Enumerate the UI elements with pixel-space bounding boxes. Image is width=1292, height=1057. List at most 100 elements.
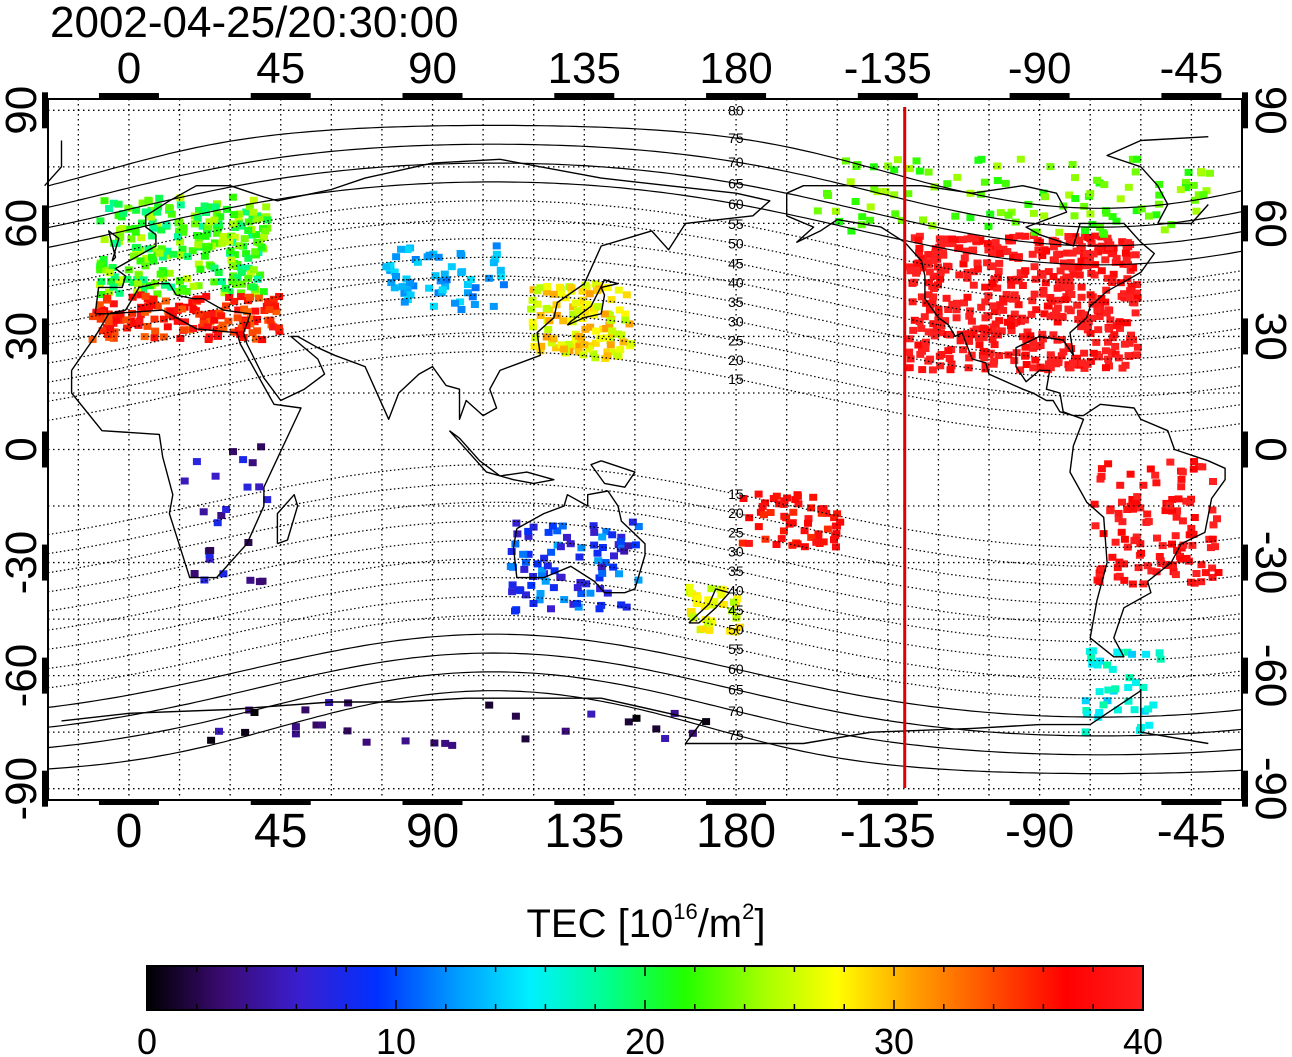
contour-line: [47, 350, 1243, 435]
tec-cell: [789, 508, 798, 516]
tec-cell: [558, 522, 567, 530]
contour-label: 60: [728, 661, 744, 677]
tec-cell: [1132, 289, 1141, 297]
tec-cell: [1125, 339, 1134, 347]
tec-cell: [1090, 300, 1099, 308]
tec-cell: [253, 216, 262, 224]
contour-line: [47, 332, 1243, 417]
tec-cell: [921, 338, 930, 346]
tec-cell: [118, 225, 127, 233]
contour-label: 30: [728, 544, 744, 560]
tec-cell: [800, 543, 809, 551]
tec-cell: [179, 228, 188, 236]
colorbar: 0 10 20 30 40: [137, 965, 1163, 1057]
tec-cell: [401, 737, 410, 745]
tec-cell: [250, 709, 259, 716]
tec-cell: [1104, 460, 1113, 468]
tec-cell: [582, 580, 591, 588]
tec-cell: [434, 253, 443, 261]
tec-cell: [578, 287, 587, 295]
tec-cell: [228, 220, 237, 228]
tec-cell: [115, 289, 124, 297]
tec-cell: [248, 329, 257, 337]
left-lat-label: 0: [0, 437, 46, 461]
tec-cell: [602, 528, 611, 536]
tec-cell: [253, 275, 262, 283]
tec-cell: [1108, 213, 1117, 221]
tec-cell: [925, 268, 934, 276]
tec-cell: [175, 227, 184, 235]
tec-cell: [528, 318, 537, 326]
tec-measurements: [88, 155, 1223, 749]
tec-cell: [229, 272, 238, 280]
tec-cell: [506, 563, 515, 570]
contour-label: 20: [728, 352, 744, 368]
tec-cell: [214, 269, 223, 276]
tec-cell: [610, 552, 618, 560]
tec-cell: [198, 323, 207, 331]
tec-cell: [772, 541, 781, 548]
tec-cell: [617, 331, 626, 339]
tec-cell: [984, 222, 993, 230]
tec-cell: [571, 299, 580, 307]
tec-cell: [425, 284, 434, 292]
tec-cell: [134, 280, 142, 288]
tec-cell: [178, 305, 187, 313]
tec-cell: [1088, 220, 1097, 228]
tec-cell: [835, 217, 843, 225]
tec-cell: [210, 264, 219, 272]
tec-cell: [1146, 465, 1155, 473]
tec-cell: [1201, 569, 1210, 577]
tec-cell: [218, 321, 227, 329]
tec-cell: [228, 193, 237, 201]
tec-cell: [1130, 706, 1139, 714]
tec-cell: [1004, 211, 1013, 219]
tec-cell: [616, 346, 625, 353]
tec-cell: [1177, 475, 1186, 483]
tec-cell: [943, 262, 951, 270]
tec-cell: [698, 625, 707, 633]
tec-cell: [274, 324, 283, 332]
tec-cell: [1214, 569, 1223, 576]
tec-cell: [1084, 318, 1093, 326]
tec-cell: [1105, 243, 1114, 251]
tec-cell: [944, 347, 953, 355]
tec-cell: [400, 298, 409, 306]
frame-tick: [1161, 93, 1222, 99]
tec-cell: [468, 293, 477, 301]
tec-cell: [1113, 706, 1122, 714]
contour-line: [47, 633, 1243, 718]
tec-cell: [1042, 247, 1051, 255]
contour-label: 25: [728, 333, 744, 349]
tec-cell: [1065, 191, 1074, 199]
tec-cell: [533, 287, 542, 295]
tec-cell: [251, 248, 260, 256]
contour-line: [47, 237, 1243, 323]
tec-cell: [1211, 543, 1220, 551]
tec-cell: [109, 334, 118, 342]
tec-cell: [953, 173, 962, 181]
tec-cell: [1069, 359, 1077, 367]
contour-line: [47, 520, 1243, 605]
tec-cell: [176, 334, 185, 342]
tec-cell: [1105, 325, 1113, 333]
tec-cell: [218, 239, 227, 247]
tec-cell: [549, 335, 558, 343]
tec-cell: [958, 236, 967, 244]
tec-cell: [387, 279, 396, 286]
tec-cell: [548, 522, 557, 530]
tec-cell: [928, 222, 937, 230]
tec-cell: [1087, 269, 1096, 277]
tec-cell: [994, 267, 1003, 275]
contour-label: 70: [728, 154, 744, 170]
tec-cell: [995, 259, 1004, 267]
tec-cell: [1206, 544, 1215, 552]
tec-cell: [1086, 329, 1095, 337]
tec-cell: [245, 706, 254, 714]
tec-cell: [1173, 507, 1182, 515]
tec-cell: [442, 276, 451, 284]
contour-line: [47, 671, 1243, 756]
tec-cell: [581, 281, 590, 289]
tec-cell: [624, 718, 633, 726]
tec-cell: [830, 514, 839, 522]
